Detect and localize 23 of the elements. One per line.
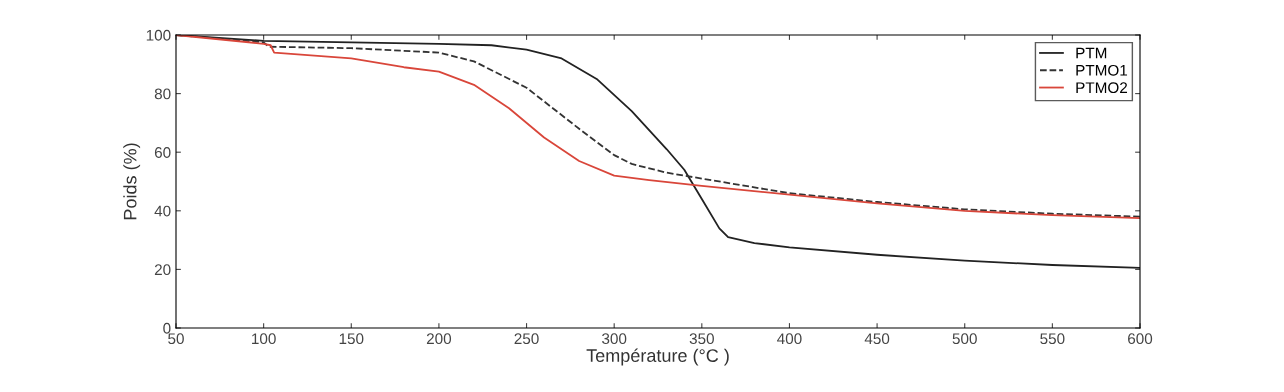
- x-tick-label: 50: [168, 333, 184, 345]
- x-tick-label: 150: [339, 333, 364, 345]
- x-axis-title: Température (°C ): [586, 348, 729, 366]
- x-tick-label: 500: [952, 333, 977, 345]
- y-axis-title: Poids (%): [123, 143, 141, 220]
- y-tick-label: 80: [154, 88, 171, 100]
- legend-label: PTM: [1076, 47, 1107, 59]
- x-tick-label: 250: [514, 333, 539, 345]
- x-tick-label: 100: [252, 333, 276, 345]
- y-tick-label: 40: [154, 205, 171, 217]
- legend-label: PTMO1: [1076, 64, 1128, 76]
- x-tick-label: 200: [426, 333, 452, 345]
- x-tick-label: 300: [602, 333, 627, 345]
- y-tick-label: 0: [163, 322, 171, 334]
- y-tick-label: 20: [154, 264, 171, 276]
- y-tick-label: 100: [146, 29, 171, 41]
- x-tick-label: 400: [777, 333, 802, 345]
- x-tick-label: 350: [689, 333, 714, 345]
- y-tick-label: 60: [154, 147, 171, 158]
- x-tick-label: 450: [864, 333, 890, 345]
- x-tick-label: 550: [1040, 333, 1065, 345]
- x-tick-label: 600: [1128, 333, 1153, 345]
- legend-label: PTMO2: [1076, 82, 1128, 94]
